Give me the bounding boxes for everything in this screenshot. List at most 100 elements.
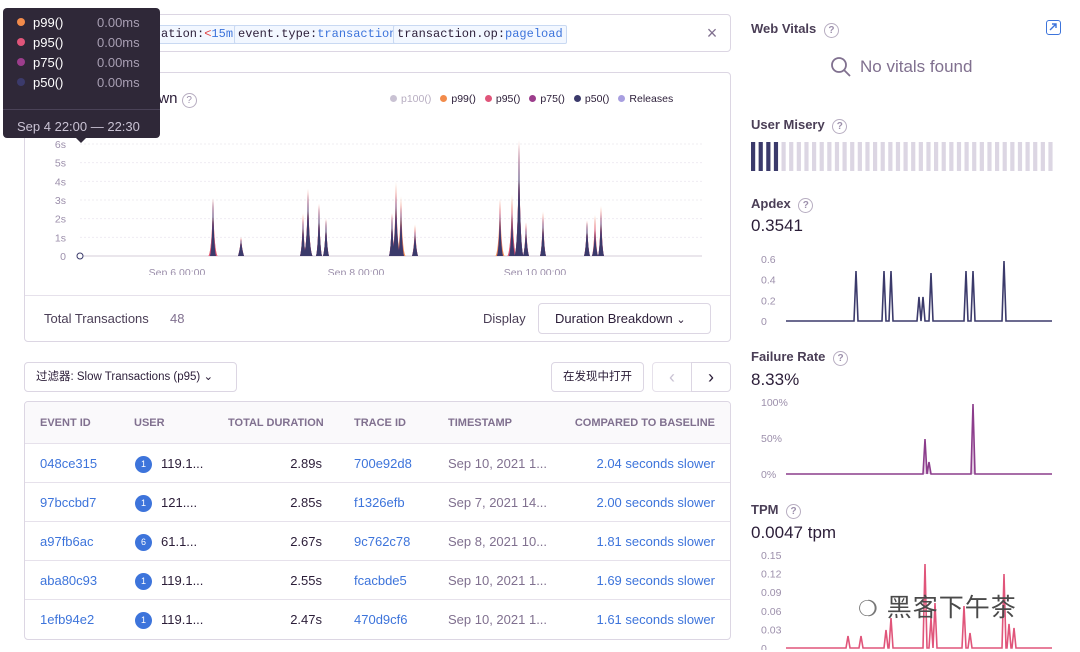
sparkline-line [786,403,1052,475]
column-header-user[interactable]: USER [134,417,165,429]
y-tick-label: 3s [55,195,66,207]
series-dot-icon [17,58,25,66]
legend-item[interactable]: p99() [440,93,476,105]
tooltip-value: 0.00ms [97,55,140,70]
misery-segment [956,142,962,171]
misery-segment [1017,142,1023,171]
help-icon[interactable]: ? [798,198,814,213]
series-spike [323,220,329,256]
tooltip-series: p50() [33,75,64,90]
watermark-text: 黑客下午茶 [886,594,1017,622]
help-icon[interactable]: ? [786,504,802,519]
filter-dropdown[interactable]: 过滤器: Slow Transactions (p95) ⌄ [24,362,237,392]
series-spike [389,216,395,256]
baseline-link[interactable]: 2.00 seconds slower [596,495,715,510]
axis-tick-label: 100% [761,397,788,409]
column-header-timestamp[interactable]: TIMESTAMP [448,417,512,429]
legend-item[interactable]: Releases [618,93,673,105]
legend-item[interactable]: p100() [390,93,431,105]
timestamp-cell: Sep 10, 2021 1... [448,612,548,627]
x-tick-label: Sep 6 00:00 [149,267,206,275]
event-id-link[interactable]: 97bccbd7 [40,495,97,510]
open-external-icon[interactable] [1046,20,1061,35]
user-misery-title: User Misery ? [751,117,848,134]
user-cell: 121.... [161,495,198,510]
axis-tick-label: 0.6 [761,254,776,266]
table-row: 1 1efb94e2 119.1... 2.47s 470d9cf6 Sep 10, 20… [25,600,730,639]
help-icon[interactable]: ? [832,119,848,134]
baseline-link[interactable]: 1.69 seconds slower [596,573,715,588]
axis-tick-label: 0.4 [761,275,776,287]
series-spike [300,220,306,256]
series-spike [497,213,503,256]
legend-label: p50() [584,93,610,105]
timestamp-cell: Sep 10, 2021 1... [448,456,548,471]
trace-id-link[interactable]: 470d9cf6 [354,612,408,627]
series-spike [412,231,418,256]
column-header-baseline[interactable]: COMPARED TO BASELINE [574,417,715,429]
event-id-link[interactable]: 048ce315 [40,456,98,471]
event-id-link[interactable]: a97fb6ac [40,534,94,549]
legend-item[interactable]: p95() [484,93,520,105]
apdex-sparkline: 0.6 0.4 0.2 0 [761,254,1052,328]
table-row: 1 97bccbd7 121.... 2.85s f1326efb Sep 7, 2021… [25,483,730,522]
apdex-value: 0.3541 [751,216,803,235]
trace-id-link[interactable]: fcacbde5 [354,573,407,588]
user-cell: 61.1... [161,534,198,549]
column-header-total-duration[interactable]: TOTAL DURATION [228,417,324,429]
search-bar[interactable]: ation:<15m event.type:transaction transa… [24,14,731,52]
user-avatar-badge: 1 [135,612,152,629]
misery-segment [796,142,801,171]
sparkline-line [786,563,1052,649]
series-spike [303,194,313,256]
event-id-link[interactable]: aba80c93 [40,573,98,588]
legend-item[interactable]: p50() [573,93,610,105]
tooltip-row: p50() 0.00ms [17,75,147,93]
column-header-event-id[interactable]: EVENT ID [40,417,91,429]
tooltip-row: p95() 0.00ms [17,35,147,53]
chart-legend: p100() p99() p95() p75() p50() Releases [390,93,673,105]
help-icon[interactable]: ? [181,93,197,108]
series-spike [584,222,590,256]
series-spike [523,228,529,256]
chevron-down-icon: ⌄ [676,314,686,326]
help-icon[interactable]: ? [823,23,839,38]
column-header-trace-id[interactable]: TRACE ID [354,417,406,429]
help-icon[interactable]: ? [833,351,849,366]
search-token-transaction-op[interactable]: transaction.op:pageload [393,25,567,44]
tooltip-time-range: Sep 4 22:00 — 22:30 [3,109,160,143]
search-token-duration[interactable]: ation:<15m [157,25,238,44]
search-token-event-type[interactable]: event.type:transaction [234,25,401,44]
no-vitals-text: No vitals found [860,57,973,76]
event-id-link[interactable]: 1efb94e2 [40,612,95,627]
baseline-link[interactable]: 1.81 seconds slower [596,534,715,549]
chevron-left-icon[interactable]: ‹ [652,362,692,392]
duration-cell: 2.47s [290,612,322,627]
misery-segment [1048,142,1053,171]
user-avatar-badge: 1 [135,573,152,590]
series-spike [210,200,216,256]
display-dropdown[interactable]: Duration Breakdown ⌄ [538,303,711,334]
axis-tick-label: 0.03 [761,624,782,636]
axis-tick-label: 0 [761,316,767,328]
trace-id-link[interactable]: 700e92d8 [354,456,412,471]
close-icon[interactable]: × [706,23,718,43]
series-spike [398,207,404,256]
misery-segment [972,142,977,171]
open-in-discover-button[interactable]: 在发现中打开 [551,362,644,392]
misery-segment [865,142,870,171]
misery-segment [827,142,832,171]
series-spike [592,231,598,256]
trace-id-link[interactable]: 9c762c78 [354,534,411,549]
baseline-link[interactable]: 2.04 seconds slower [596,456,715,471]
chevron-right-icon[interactable]: › [691,362,731,392]
legend-dot-icon [618,95,626,102]
chevron-down-icon: ⌄ [203,371,214,383]
chart-tooltip: p99() 0.00ms p95() 0.00ms p75() 0.00ms p50(… [3,8,160,138]
legend-item[interactable]: p75() [529,93,565,105]
table-row: 6 a97fb6ac 61.1... 2.67s 9c762c78 Sep 8, 2021… [25,522,730,561]
misery-segment [880,142,885,171]
misery-segment [1025,142,1030,171]
trace-id-link[interactable]: f1326efb [354,495,405,510]
baseline-link[interactable]: 1.61 seconds slower [596,612,715,627]
